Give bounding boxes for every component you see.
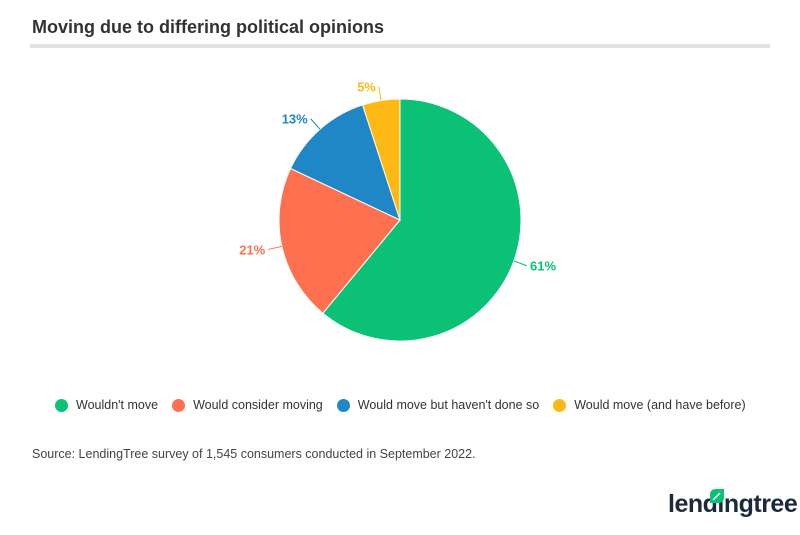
legend-dot [553, 398, 567, 412]
pie-slice [361, 98, 401, 221]
legend: Wouldn't move Would consider moving Woul… [55, 398, 760, 412]
leader-line [310, 118, 321, 130]
chart-title: Moving due to differing political opinio… [32, 17, 384, 37]
lendingtree-logo: lendingtree [668, 489, 798, 519]
data-label: 5% [357, 80, 376, 95]
leader-line [378, 86, 382, 101]
pie-chart: 61% 21% 13% 5% [239, 80, 556, 342]
data-label: 21% [239, 242, 265, 257]
pie-slice [322, 98, 522, 342]
legend-item: Wouldn't move [55, 398, 158, 412]
legend-item: Would move but haven't done so [336, 398, 540, 412]
legend-label: Would move (and have before) [574, 398, 746, 412]
data-label: 61% [530, 259, 556, 274]
legend-dot [55, 398, 68, 412]
pie-slice [278, 167, 401, 314]
leader-line [513, 260, 528, 267]
legend-label: Would consider moving [193, 398, 323, 412]
leaf-icon [710, 489, 724, 503]
pie-slice [289, 104, 401, 221]
legend-item: Would consider moving [172, 398, 323, 412]
legend-dot [172, 398, 186, 412]
leader-line [268, 245, 283, 250]
source-note: Source: LendingTree survey of 1,545 cons… [32, 447, 476, 461]
logo-text: lendingtree [668, 490, 798, 518]
title-divider [30, 44, 770, 48]
legend-item: Would move (and have before) [553, 398, 746, 412]
legend-dot [336, 398, 350, 412]
data-label: 13% [282, 112, 308, 127]
legend-label: Would move but haven't done so [357, 398, 540, 412]
legend-label: Wouldn't move [76, 398, 159, 412]
